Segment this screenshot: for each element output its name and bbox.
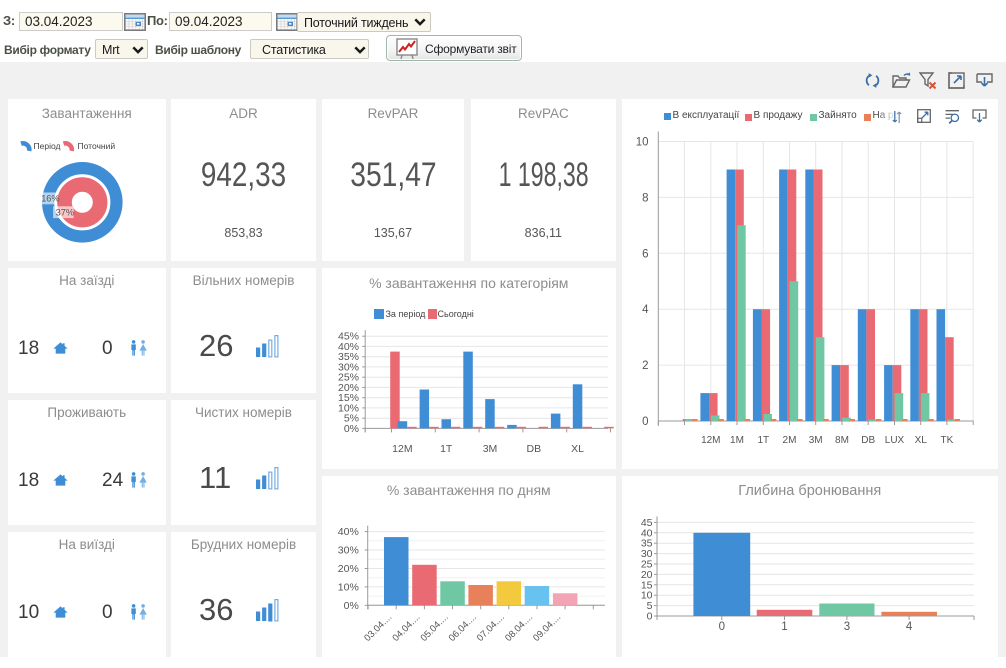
svg-text:2: 2 — [642, 360, 648, 372]
svg-text:LUX: LUX — [884, 435, 904, 446]
svg-text:40: 40 — [640, 528, 652, 540]
svg-text:16%: 16% — [41, 194, 59, 204]
svg-text:12M: 12M — [701, 435, 720, 446]
svg-text:XL: XL — [914, 435, 927, 446]
svg-text:0: 0 — [642, 416, 648, 428]
svg-text:5%: 5% — [343, 413, 358, 425]
svg-text:05.04....: 05.04.... — [418, 612, 450, 644]
svg-text:1: 1 — [781, 621, 787, 633]
svg-text:06.04....: 06.04.... — [446, 612, 478, 644]
svg-text:40%: 40% — [337, 526, 358, 538]
svg-text:0%: 0% — [343, 600, 358, 612]
svg-text:6: 6 — [642, 248, 648, 260]
svg-text:TK: TK — [940, 435, 953, 446]
svg-text:15%: 15% — [337, 392, 358, 404]
svg-text:25%: 25% — [337, 372, 358, 384]
svg-text:4: 4 — [642, 304, 649, 316]
svg-text:35%: 35% — [337, 351, 358, 363]
svg-text:30%: 30% — [337, 545, 358, 557]
svg-text:40%: 40% — [337, 341, 358, 353]
svg-text:3M: 3M — [482, 443, 497, 455]
svg-text:35: 35 — [640, 538, 652, 550]
svg-text:20%: 20% — [337, 382, 358, 394]
svg-text:45%: 45% — [337, 331, 358, 343]
svg-text:10: 10 — [635, 137, 648, 149]
svg-text:10%: 10% — [337, 403, 358, 415]
svg-text:Період: Період — [34, 141, 61, 151]
svg-text:10: 10 — [640, 590, 652, 602]
svg-text:30: 30 — [640, 548, 652, 560]
svg-text:10%: 10% — [337, 582, 358, 594]
svg-text:DB: DB — [526, 443, 541, 455]
svg-text:45: 45 — [640, 517, 652, 529]
svg-text:3: 3 — [843, 621, 849, 633]
svg-text:8: 8 — [642, 192, 648, 204]
svg-text:09.04....: 09.04.... — [531, 612, 563, 644]
svg-text:20%: 20% — [337, 563, 358, 575]
svg-text:20: 20 — [640, 569, 652, 581]
svg-text:0: 0 — [646, 611, 652, 623]
svg-text:5: 5 — [646, 600, 652, 612]
svg-text:08.04....: 08.04.... — [503, 612, 535, 644]
svg-text:XL: XL — [571, 443, 584, 455]
svg-text:DB: DB — [861, 435, 875, 446]
svg-text:04.04....: 04.04.... — [390, 612, 422, 644]
svg-text:4: 4 — [905, 621, 912, 633]
svg-text:1T: 1T — [440, 443, 453, 455]
svg-text:0%: 0% — [343, 423, 358, 435]
svg-text:12M: 12M — [392, 443, 412, 455]
svg-text:30%: 30% — [337, 362, 358, 374]
svg-text:07.04....: 07.04.... — [474, 612, 506, 644]
svg-text:2M: 2M — [782, 435, 796, 446]
svg-text:37%: 37% — [56, 207, 74, 217]
svg-text:03.04....: 03.04.... — [362, 612, 394, 644]
svg-text:8M: 8M — [835, 435, 849, 446]
svg-text:15: 15 — [640, 580, 652, 592]
svg-text:1T: 1T — [757, 435, 769, 446]
svg-text:3M: 3M — [808, 435, 822, 446]
svg-text:25: 25 — [640, 559, 652, 571]
svg-text:1M: 1M — [730, 435, 744, 446]
svg-text:0: 0 — [718, 621, 724, 633]
svg-text:Поточний: Поточний — [78, 141, 116, 151]
